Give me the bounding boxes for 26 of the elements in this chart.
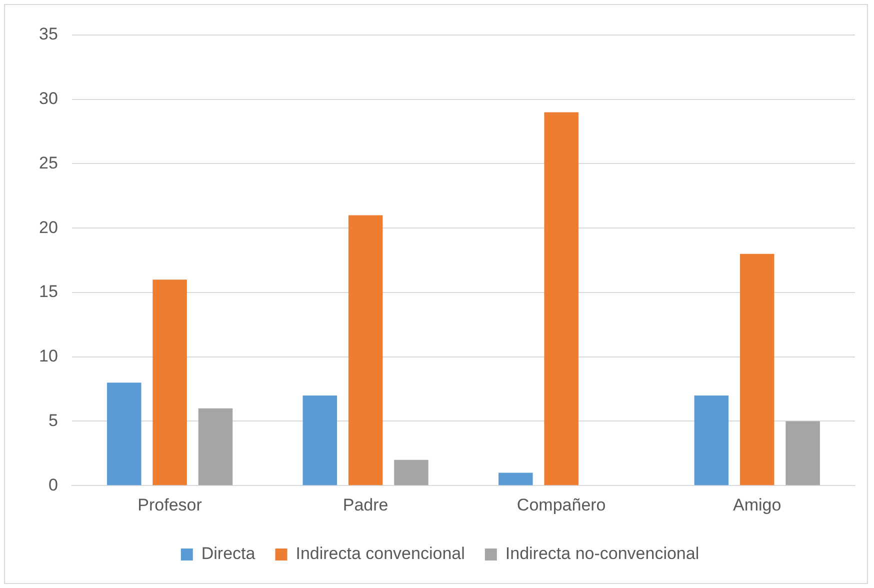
y-tick-label: 35 — [38, 24, 58, 44]
bar — [106, 382, 142, 486]
x-tick-label: Compañero — [516, 495, 606, 514]
bar — [198, 408, 233, 486]
y-tick-label: 10 — [38, 346, 58, 366]
legend-label: Directa — [201, 544, 256, 564]
legend-label: Indirecta no-convencional — [505, 544, 700, 564]
bar — [498, 472, 533, 486]
y-tick-label: 20 — [38, 218, 58, 237]
y-tick-label: 0 — [48, 475, 58, 494]
bar — [152, 280, 187, 486]
y-tick-label: 25 — [38, 153, 58, 172]
x-tick-label: Profesor — [138, 495, 202, 514]
bar — [740, 254, 774, 486]
y-tick-label: 5 — [48, 410, 58, 430]
bar — [544, 112, 578, 486]
y-tick-label: 30 — [38, 89, 58, 108]
bar — [694, 395, 729, 486]
y-tick-label: 15 — [38, 282, 58, 302]
bar — [348, 215, 383, 486]
bar — [786, 421, 820, 486]
x-tick-label: Amigo — [733, 495, 782, 514]
x-tick-label: Padre — [342, 495, 388, 514]
bar — [302, 395, 338, 486]
legend-label: Indirecta convencional — [296, 544, 465, 564]
bar — [394, 460, 428, 486]
